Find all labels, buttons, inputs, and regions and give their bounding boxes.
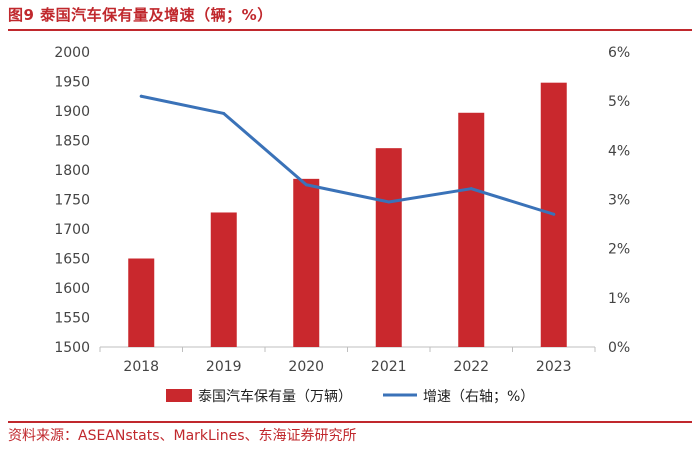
y-left-tick-label: 1550 — [54, 311, 90, 327]
y-right-tick-label: 1% — [608, 291, 630, 307]
bar-2020 — [293, 178, 320, 347]
line-layer — [139, 94, 556, 216]
figure-title: 图9 泰国汽车保有量及增速（辆；%） — [8, 6, 273, 24]
axes-layer: 2018 2019 2020 2021 2022 2023 1500 1550 1600 1650… — [54, 45, 630, 375]
y-left-tick-label: 1500 — [54, 340, 90, 356]
x-tick-label: 2018 — [123, 359, 159, 375]
growth-line — [139, 94, 556, 216]
x-tick-label: 2022 — [453, 359, 489, 375]
source-rule — [8, 421, 692, 423]
growth-point-2021 — [387, 200, 391, 204]
growth-point-2023 — [552, 212, 556, 216]
x-tick-label: 2020 — [288, 359, 324, 375]
y-left-tick-label: 1750 — [54, 193, 90, 209]
y-left-tick-label: 1700 — [54, 222, 90, 238]
y-left-tick-label: 1650 — [54, 252, 90, 268]
y-right-tick-label: 6% — [608, 45, 630, 61]
y-right-tick-label: 2% — [608, 242, 630, 258]
y-left-tick-label: 1950 — [54, 75, 90, 91]
y-left-tick-label: 1800 — [54, 163, 90, 179]
bar-2019 — [210, 212, 237, 347]
legend: 泰国汽车保有量（万辆） 增速（右轴；%） — [166, 388, 534, 405]
legend-swatch-bar — [166, 389, 192, 402]
bar-2022 — [458, 112, 485, 348]
y-right-tick-label: 4% — [608, 143, 630, 159]
x-tick-label: 2021 — [371, 359, 407, 375]
bars-layer — [128, 82, 567, 348]
title-rule — [8, 29, 692, 31]
y-left-tick-label: 2000 — [54, 45, 90, 61]
bar-2021 — [375, 148, 402, 347]
y-right-tick-label: 5% — [608, 94, 630, 110]
growth-point-2019 — [222, 111, 226, 115]
y-left-tick-label: 1900 — [54, 104, 90, 120]
y-right-tick-label: 0% — [608, 340, 630, 356]
y-left-tick-label: 1600 — [54, 281, 90, 297]
bar-2018 — [128, 258, 155, 347]
y-right-tick-label: 3% — [608, 193, 630, 209]
legend-label-bar: 泰国汽车保有量（万辆） — [198, 388, 352, 405]
x-tick-label: 2019 — [206, 359, 242, 375]
legend-label-line: 增速（右轴；%） — [423, 389, 534, 405]
y-left-tick-label: 1850 — [54, 134, 90, 150]
source-note: 资料来源：ASEANstats、MarkLines、东海证券研究所 — [8, 428, 357, 444]
growth-point-2020 — [304, 183, 308, 187]
growth-point-2018 — [139, 94, 143, 98]
x-tick-label: 2023 — [536, 359, 572, 375]
growth-point-2022 — [469, 187, 473, 191]
